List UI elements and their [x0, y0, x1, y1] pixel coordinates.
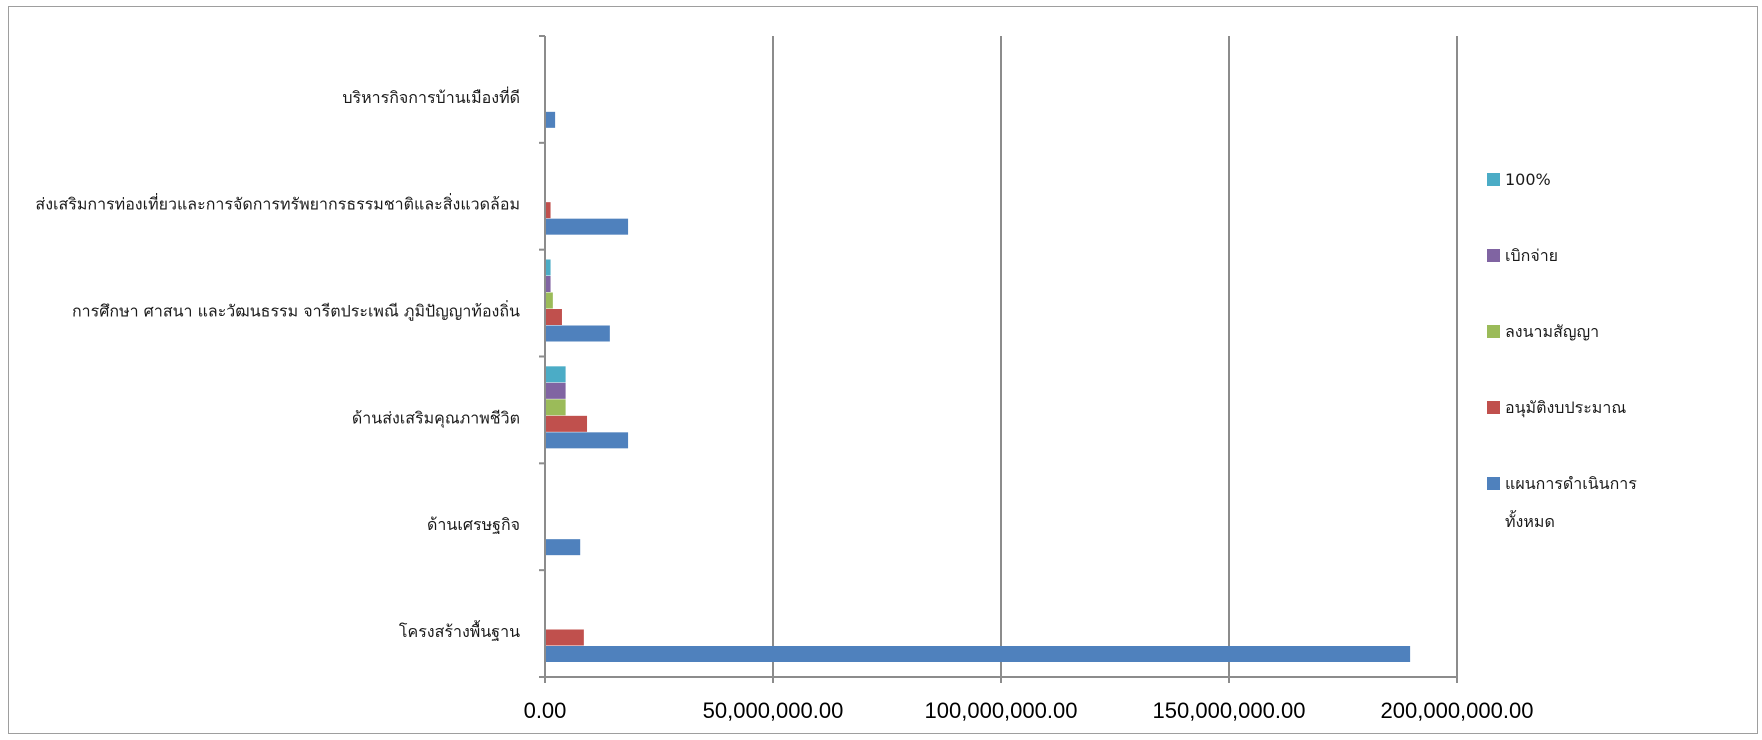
bar — [546, 399, 566, 416]
category-label: โครงสร้างพื้นฐาน — [399, 620, 520, 641]
bar — [546, 218, 629, 235]
bar — [546, 259, 551, 276]
bar — [546, 276, 551, 292]
x-tick-label: 50,000,000.00 — [703, 698, 844, 723]
bar — [546, 629, 584, 646]
bar — [546, 292, 553, 309]
bar — [546, 111, 556, 128]
legend-label: อนุมัติงบประมาณ — [1505, 398, 1626, 418]
bar — [546, 366, 566, 383]
legend-swatch — [1487, 401, 1500, 414]
legend-label: ทั้งหมด — [1505, 510, 1555, 531]
category-label: ส่งเสริมการท่องเที่ยวและการจัดการทรัพยาก… — [35, 193, 520, 214]
x-tick-label: 150,000,000.00 — [1153, 698, 1306, 723]
legend-label: เบิกจ่าย — [1505, 246, 1558, 265]
chart-frame — [8, 6, 1758, 734]
legend-label: ลงนามสัญญา — [1505, 322, 1599, 341]
legend-swatch — [1487, 477, 1500, 490]
bar — [546, 415, 588, 432]
bar — [546, 309, 562, 325]
category-label: บริหารกิจการบ้านเมืองที่ดี — [342, 86, 520, 107]
bar — [546, 202, 551, 219]
legend-label: แผนการดำเนินการ — [1505, 474, 1637, 493]
legend-label: 100% — [1505, 170, 1551, 189]
bar — [546, 325, 610, 342]
bar — [546, 382, 566, 399]
x-tick-label: 0.00 — [524, 698, 567, 723]
x-tick-label: 100,000,000.00 — [925, 698, 1078, 723]
x-tick-label: 200,000,000.00 — [1381, 698, 1534, 723]
category-label: ด้านเศรษฐกิจ — [427, 515, 520, 534]
legend-swatch — [1487, 249, 1500, 262]
legend-swatch — [1487, 173, 1500, 186]
bar — [546, 646, 1411, 662]
category-label: การศึกษา ศาสนา และวัฒนธรรม จารีตประเพณี … — [72, 300, 520, 322]
legend-swatch — [1487, 325, 1500, 338]
bar — [546, 539, 581, 556]
bar — [546, 432, 629, 449]
category-label: ด้านส่งเสริมคุณภาพชีวิต — [352, 408, 520, 428]
